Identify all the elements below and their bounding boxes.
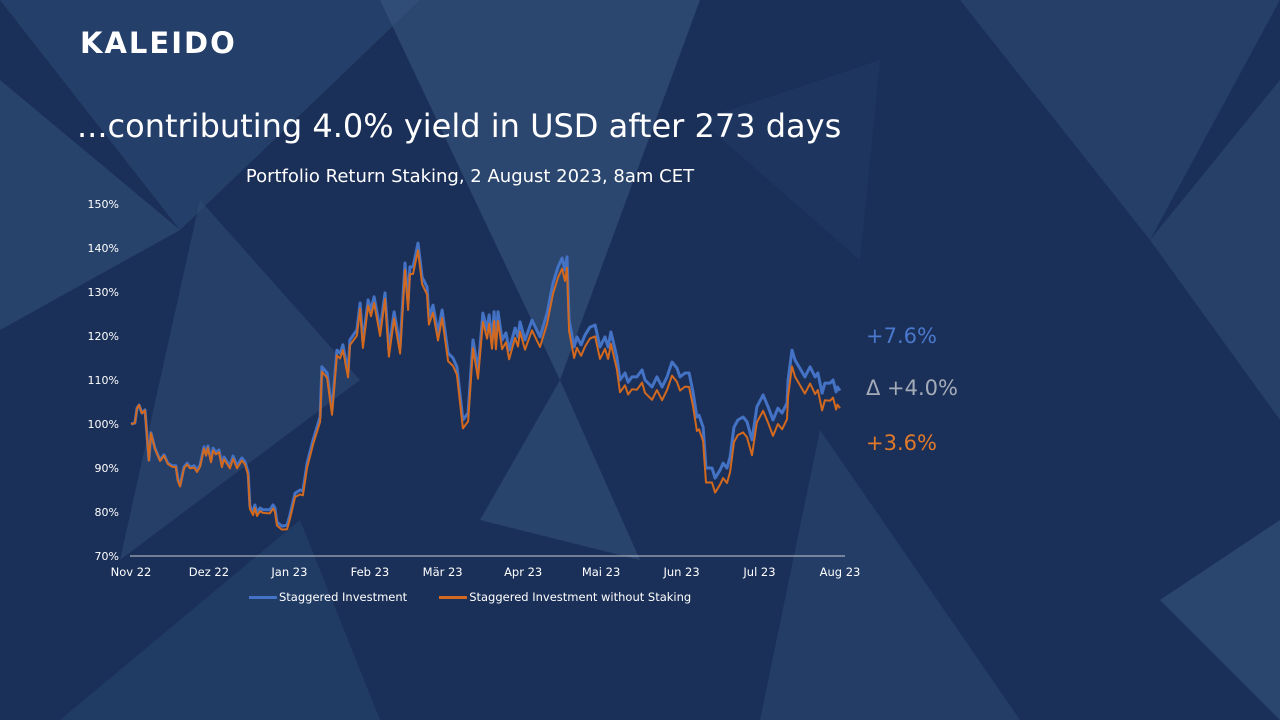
x-tick-label: Jan 23 — [270, 565, 307, 579]
legend-swatch-orange — [439, 595, 468, 599]
x-tick-label: Jul 23 — [742, 565, 775, 579]
legend-label: Staggered Investment without Staking — [469, 590, 692, 604]
y-axis: 70% 80% 90% 100% 110% 120% 130% 140% 150% — [88, 198, 119, 563]
y-tick-label: 100% — [88, 418, 119, 431]
unstaked-return-label: +3.6% — [866, 431, 937, 455]
y-tick-label: 150% — [88, 198, 119, 211]
legend-swatch-blue — [249, 595, 277, 599]
y-tick-label: 90% — [95, 462, 119, 475]
x-tick-label: Mai 23 — [582, 565, 620, 579]
x-axis: Nov 22 Dez 22 Jan 23 Feb 23 Mär 23 Apr 23 Mai … — [111, 565, 861, 579]
y-tick-label: 120% — [88, 330, 119, 343]
x-tick-label: Nov 22 — [111, 565, 152, 579]
legend-item-no-staking: Staggered Investment without Staking — [439, 590, 691, 604]
x-tick-label: Apr 23 — [504, 565, 542, 579]
y-tick-label: 70% — [95, 550, 119, 563]
staked-return-label: +7.6% — [866, 324, 937, 348]
legend-item-staggered: Staggered Investment — [249, 590, 407, 604]
kaleido-logo: KALEIDO — [80, 26, 237, 60]
series-line-staggered-investment — [130, 241, 842, 528]
x-tick-label: Jun 23 — [662, 565, 699, 579]
y-tick-label: 130% — [88, 286, 119, 299]
chart-legend: Staggered Investment Staggered Investmen… — [249, 590, 691, 604]
series-line-without-staking — [130, 249, 841, 531]
chart-title: Portfolio Return Staking, 2 August 2023,… — [245, 166, 695, 187]
y-tick-label: 140% — [88, 242, 119, 255]
x-tick-label: Dez 22 — [189, 565, 229, 579]
x-tick-label: Aug 23 — [820, 565, 861, 579]
delta-return-label: Δ +4.0% — [866, 376, 958, 400]
legend-label: Staggered Investment — [279, 590, 408, 604]
x-tick-label: Feb 23 — [351, 565, 390, 579]
x-tick-label: Mär 23 — [423, 565, 463, 579]
y-tick-label: 110% — [88, 374, 119, 387]
y-tick-label: 80% — [95, 506, 119, 519]
page-headline: ...contributing 4.0% yield in USD after … — [77, 107, 842, 146]
